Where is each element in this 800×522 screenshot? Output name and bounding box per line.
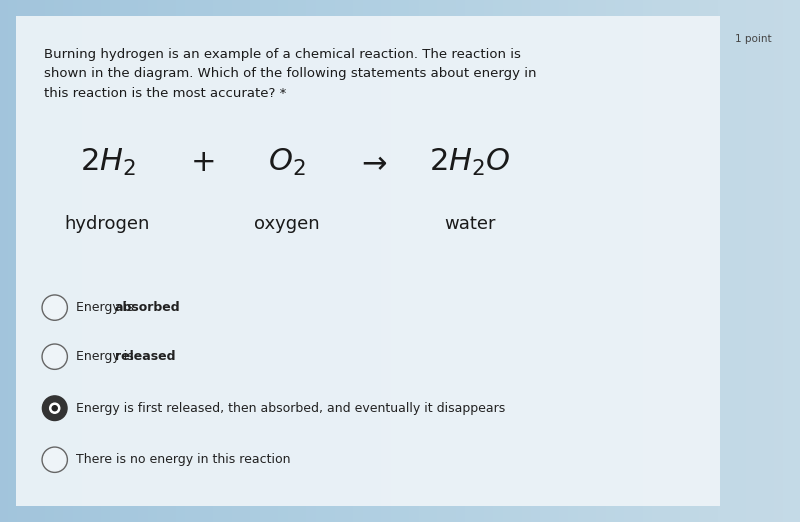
Ellipse shape bbox=[52, 406, 58, 411]
Text: this reaction is the most accurate? *: this reaction is the most accurate? * bbox=[44, 87, 286, 100]
Text: Burning hydrogen is an example of a chemical reaction. The reaction is: Burning hydrogen is an example of a chem… bbox=[44, 48, 521, 61]
FancyBboxPatch shape bbox=[2, 6, 734, 516]
Text: Energy is: Energy is bbox=[76, 301, 138, 314]
Ellipse shape bbox=[43, 346, 66, 368]
Text: $2H_2O$: $2H_2O$ bbox=[430, 147, 511, 179]
Ellipse shape bbox=[42, 344, 67, 370]
Text: absorbed: absorbed bbox=[114, 301, 180, 314]
Text: water: water bbox=[444, 215, 496, 233]
Ellipse shape bbox=[43, 397, 66, 420]
Text: shown in the diagram. Which of the following statements about energy in: shown in the diagram. Which of the follo… bbox=[44, 67, 537, 80]
Text: 1 point: 1 point bbox=[735, 34, 772, 44]
Text: hydrogen: hydrogen bbox=[65, 215, 150, 233]
Text: $2H_2$: $2H_2$ bbox=[80, 147, 135, 179]
Text: Energy is: Energy is bbox=[76, 350, 138, 363]
Text: released: released bbox=[114, 350, 175, 363]
Ellipse shape bbox=[50, 403, 60, 413]
Text: oxygen: oxygen bbox=[254, 215, 320, 233]
Text: There is no energy in this reaction: There is no energy in this reaction bbox=[76, 453, 290, 466]
Text: $\rightarrow$: $\rightarrow$ bbox=[355, 148, 387, 177]
Ellipse shape bbox=[43, 296, 66, 319]
Ellipse shape bbox=[43, 448, 66, 471]
Text: $O_2$: $O_2$ bbox=[268, 147, 306, 179]
Text: Energy is first released, then absorbed, and eventually it disappears: Energy is first released, then absorbed,… bbox=[76, 402, 505, 414]
Ellipse shape bbox=[42, 295, 67, 321]
Ellipse shape bbox=[42, 396, 67, 421]
Text: $+$: $+$ bbox=[190, 148, 214, 177]
Ellipse shape bbox=[42, 447, 67, 472]
